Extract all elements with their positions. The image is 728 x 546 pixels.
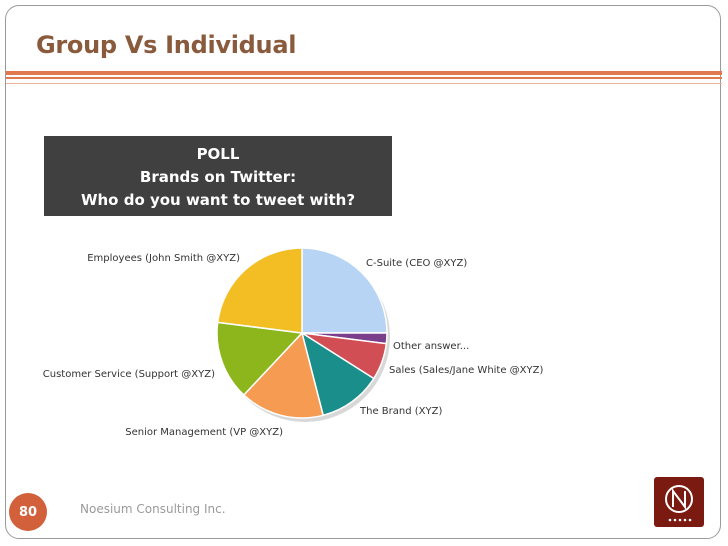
pie-slice <box>301 247 388 334</box>
pie-slice <box>216 321 304 397</box>
footer-company: Noesium Consulting Inc. <box>80 502 226 516</box>
title-underline-thick <box>6 71 722 75</box>
poll-question: Who do you want to tweet with? <box>80 191 356 209</box>
poll-label: POLL <box>196 145 240 163</box>
slide-frame <box>5 5 721 539</box>
slice-label: Employees (John Smith @XYZ) <box>87 253 240 264</box>
slide-title: Group Vs Individual <box>36 31 297 59</box>
slice-label: The Brand (XYZ) <box>359 406 442 417</box>
slice-label: Other answer... <box>393 341 469 352</box>
pie-slice <box>300 331 375 417</box>
pie-slice <box>216 247 303 334</box>
slice-label: C-Suite (CEO @XYZ) <box>366 258 467 269</box>
slice-label: Senior Management (VP @XYZ) <box>125 427 283 438</box>
title-underline <box>6 77 722 79</box>
page-number-badge: 80 <box>9 493 47 531</box>
slice-label: Customer Service (Support @XYZ) <box>43 369 215 380</box>
pie-slice <box>242 331 325 419</box>
title-underline-thin <box>6 83 722 84</box>
company-logo <box>654 477 704 527</box>
logo-icon <box>665 485 693 522</box>
slice-label: Sales (Sales/Jane White @XYZ) <box>389 365 543 376</box>
poll-header: POLL Brands on Twitter: Who do you want … <box>44 136 392 216</box>
poll-subtitle: Brands on Twitter: <box>139 168 297 186</box>
